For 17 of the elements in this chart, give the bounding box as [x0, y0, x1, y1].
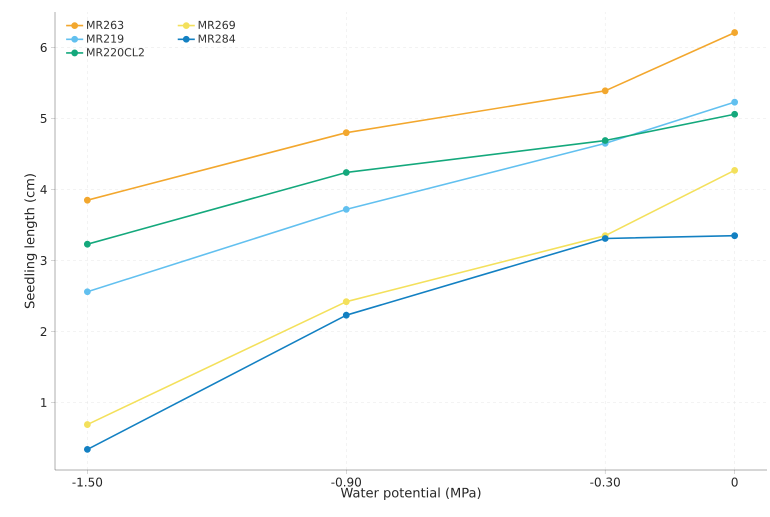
y-tick-label: 4 — [40, 185, 47, 194]
x-tick-label: -0.30 — [590, 478, 620, 487]
x-axis-title: Water potential (MPa) — [340, 487, 480, 500]
legend-label: MR263 — [87, 20, 124, 30]
legend-label: MR269 — [198, 20, 235, 30]
x-tick-label: -1.50 — [72, 478, 102, 487]
y-tick-label: 3 — [40, 256, 46, 266]
y-tick-label: 2 — [40, 327, 46, 336]
legend-label: MR284 — [198, 34, 236, 43]
x-tick-label: 0 — [732, 478, 738, 487]
x-tick-label: -0.90 — [331, 478, 362, 487]
y-axis-title: Seedling length (cm) — [24, 174, 37, 308]
y-tick-label: 5 — [40, 114, 46, 123]
y-tick-label: 1 — [41, 398, 46, 407]
legend-label: MR219 — [87, 34, 124, 43]
y-tick-label: 6 — [40, 42, 47, 52]
legend-label: MR220CL2 — [87, 48, 144, 56]
